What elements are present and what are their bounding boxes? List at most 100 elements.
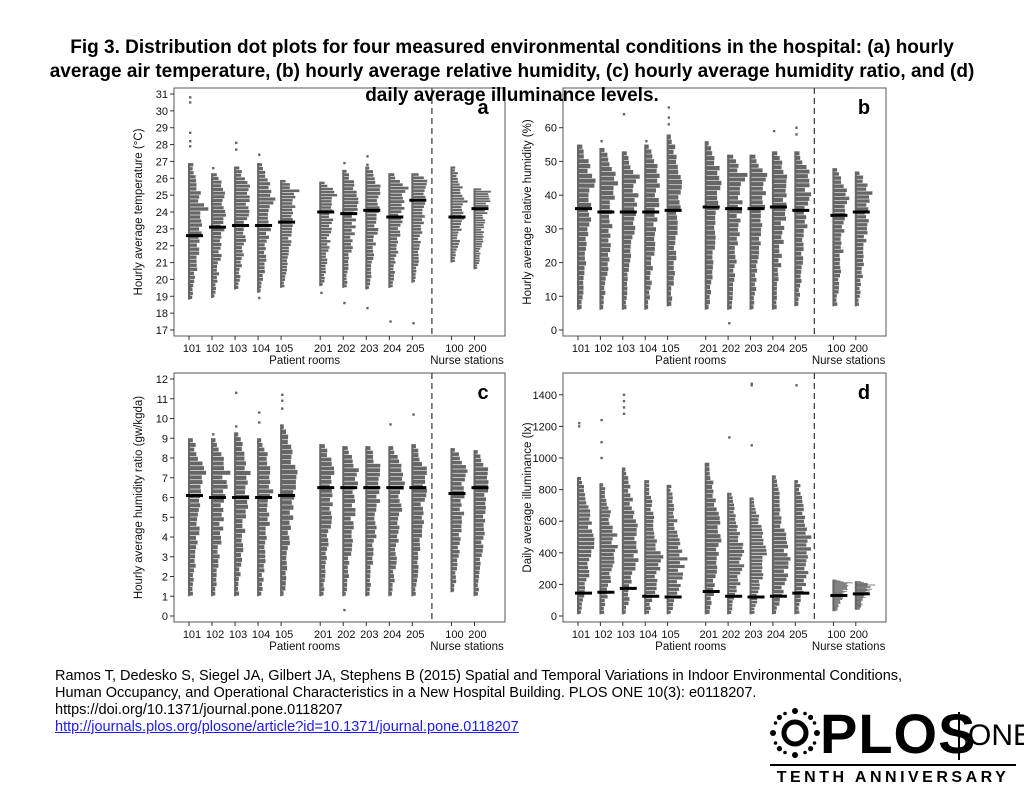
x-tick-label: 105: [275, 343, 293, 355]
distribution-bin: [212, 475, 223, 480]
x-tick-label: 202: [722, 343, 740, 355]
distribution-bin: [389, 463, 402, 468]
distribution-bin: [451, 254, 456, 257]
distribution-bin: [645, 193, 655, 198]
outlier-point: [389, 423, 392, 426]
distribution-bin: [667, 538, 680, 542]
distribution-bin: [795, 196, 810, 201]
distribution-bin: [705, 294, 710, 300]
distribution-bin: [451, 482, 462, 486]
distribution-bin: [705, 502, 715, 507]
distribution-bin: [258, 205, 270, 209]
distribution-bin: [578, 285, 584, 290]
distribution-bin: [343, 242, 351, 246]
distribution-bin: [728, 596, 735, 600]
distribution-bin: [645, 606, 651, 610]
distribution-bin: [833, 257, 841, 262]
distribution-bin: [451, 186, 463, 189]
distribution-bin: [235, 184, 250, 188]
distribution-bin: [705, 141, 709, 146]
distribution-bin: [600, 583, 609, 587]
distribution-200: [852, 171, 873, 307]
distribution-bin: [281, 555, 287, 561]
distribution-bin: [366, 450, 373, 455]
distribution-bin: [622, 291, 628, 296]
distribution-bin: [474, 195, 489, 198]
distribution-bin: [320, 184, 328, 188]
distribution-bin: [833, 204, 845, 209]
distribution-bin: [622, 221, 634, 226]
distribution-bin: [320, 457, 332, 462]
y-tick-label: 600: [539, 516, 557, 528]
distribution-bin: [600, 181, 618, 186]
x-tick-label: 205: [789, 629, 807, 641]
distribution-bin: [645, 285, 651, 290]
distribution-bin: [750, 521, 759, 525]
plos-logo-mark-icon: [770, 708, 820, 758]
distribution-bin: [366, 166, 370, 170]
distribution-bin: [772, 179, 787, 184]
x-tick-label: 200: [468, 629, 486, 641]
distribution-bin: [343, 277, 347, 281]
distribution-bin: [343, 173, 350, 177]
distribution-bin: [343, 499, 355, 503]
x-tick-label: 105: [661, 343, 679, 355]
distribution-bin: [320, 224, 330, 228]
distribution-bin: [645, 563, 659, 567]
distribution-bin: [474, 570, 480, 575]
distribution-bin: [705, 146, 712, 151]
distribution-bin: [474, 450, 478, 454]
distribution-bin: [343, 249, 352, 253]
distribution-bin: [281, 218, 293, 221]
distribution-bin: [600, 252, 609, 257]
distribution-bin: [189, 287, 193, 292]
distribution-bin: [474, 205, 489, 207]
distribution-bin: [705, 240, 716, 245]
distribution-bin: [366, 516, 375, 521]
distribution-bin: [474, 566, 480, 570]
distribution-bin: [772, 479, 777, 483]
distribution-bin: [750, 259, 758, 264]
distribution-bin: [667, 144, 676, 150]
distribution-bin: [389, 516, 399, 521]
distribution-bin: [750, 172, 768, 177]
distribution-bin: [474, 245, 482, 248]
distribution-bin: [389, 183, 403, 187]
y-tick-label: 0: [551, 325, 557, 337]
distribution-bin: [189, 447, 195, 452]
distribution-bin: [622, 566, 636, 571]
distribution-bin: [833, 583, 848, 585]
distribution-bin: [451, 575, 456, 579]
distribution-bin: [833, 605, 839, 607]
distribution-bin: [622, 601, 629, 606]
distribution-103: [232, 391, 251, 597]
distribution-bin: [389, 250, 399, 254]
distribution-bin: [212, 283, 216, 287]
outlier-point: [366, 155, 369, 158]
distribution-bin: [281, 474, 297, 480]
panel-label: d: [858, 382, 870, 404]
distribution-bin: [474, 591, 478, 596]
distribution-bin: [667, 564, 685, 569]
distribution-bin: [258, 521, 270, 526]
distribution-bin: [235, 242, 244, 246]
distribution-bin: [600, 506, 609, 510]
citation-link[interactable]: http://journals.plos.org/plosone/article…: [55, 719, 519, 735]
distribution-bin: [667, 215, 678, 220]
distribution-bin: [645, 256, 652, 261]
distribution-bin: [281, 284, 285, 288]
distribution-bin: [281, 490, 294, 495]
distribution-bin: [667, 169, 679, 175]
x-tick-label: 205: [789, 343, 807, 355]
distribution-bin: [281, 454, 292, 460]
y-tick-label: 22: [156, 241, 168, 253]
distribution-bin: [320, 497, 330, 502]
distribution-bin: [235, 543, 244, 548]
distribution-bin: [622, 558, 639, 562]
distribution-bin: [389, 494, 399, 499]
distribution-bin: [189, 452, 197, 457]
distribution-100: [448, 166, 468, 263]
distribution-bin: [389, 459, 400, 464]
distribution-bin: [833, 579, 837, 581]
distribution-bin: [772, 230, 783, 235]
